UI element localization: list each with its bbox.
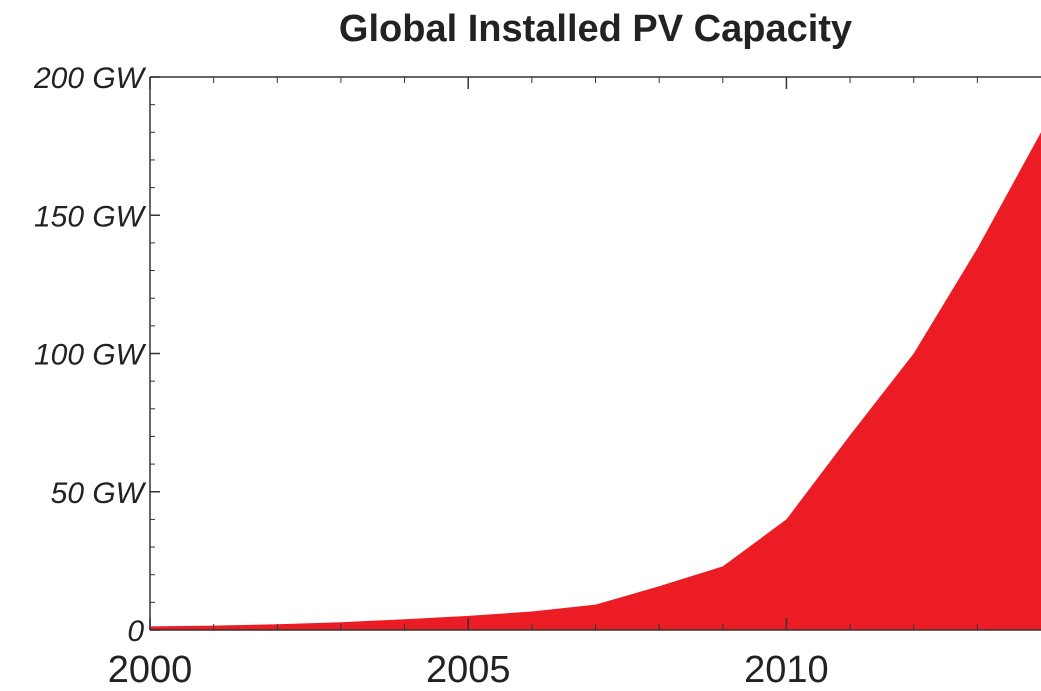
y-tick-label: 0 (127, 615, 144, 648)
y-tick-label: 50 GW (51, 477, 147, 510)
y-tick-label: 200 GW (33, 62, 147, 95)
area-layer (150, 132, 1041, 631)
x-tick-label: 2010 (744, 649, 829, 691)
y-tick-label: 100 GW (34, 339, 147, 372)
x-tick-label: 2005 (426, 649, 511, 691)
y-tick-label: 150 GW (34, 200, 147, 233)
axis-layer (149, 76, 1041, 631)
x-tick-label: 2000 (108, 649, 193, 691)
chart-title: Global Installed PV Capacity (338, 8, 853, 50)
area-series-0 (150, 132, 1041, 631)
tick-label-layer: 0 50 GW 100 GW 150 GW 200 GW 2000 2005 2010 (33, 62, 829, 691)
